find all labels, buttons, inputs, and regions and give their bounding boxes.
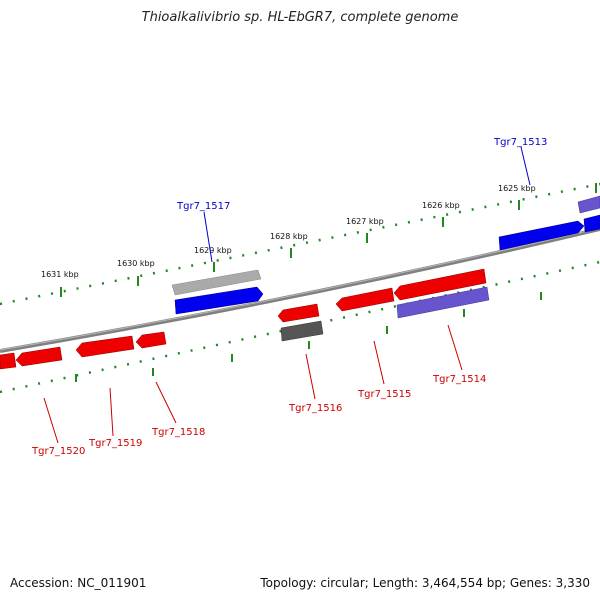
scale-label-1630: 1630 kbp [117,259,155,268]
gene-partial-left-red[interactable] [0,352,17,370]
scale-labels: 1625 kbp 1626 kbp 1627 kbp 1628 kbp 1629… [41,184,536,279]
gene-tgr7-1519[interactable] [75,335,135,358]
gene-tgr7-1520[interactable] [15,346,63,367]
forward-gene-labels: Tgr7_1513 Tgr7_1517 [176,137,547,212]
forward-features [171,195,600,315]
label-tgr7-1520: Tgr7_1520 [31,446,85,457]
inner-major-ticks [75,292,542,382]
genome-backbone [0,227,600,353]
reverse-gene-labels: Tgr7_1514 Tgr7_1515 Tgr7_1516 Tgr7_1518 … [31,374,486,457]
label-tgr7-1513: Tgr7_1513 [493,137,547,148]
topology-text: Topology: circular; Length: 3,464,554 bp… [260,576,590,590]
grey-feature [171,269,262,296]
map-title: Thioalkalivibrio sp. HL-EbGR7, complete … [141,10,459,25]
purple-feature-1514 [396,286,490,319]
gene-tgr7-1516[interactable] [277,303,320,323]
purple-feature-top-right [577,195,600,214]
label-tgr7-1516: Tgr7_1516 [288,403,342,414]
dark-feature [280,320,324,342]
scale-label-1629: 1629 kbp [194,246,232,255]
label-tgr7-1519: Tgr7_1519 [88,438,142,449]
scale-label-1628: 1628 kbp [270,232,308,241]
gene-partial-right-blue[interactable] [583,214,600,233]
label-tgr7-1515: Tgr7_1515 [357,389,411,400]
reverse-leaders [43,324,463,444]
accession-text: Accession: NC_011901 [10,576,147,590]
label-tgr7-1514: Tgr7_1514 [432,374,486,385]
gene-tgr7-1517[interactable] [174,286,264,315]
gene-tgr7-1515[interactable] [335,287,395,312]
genome-backbone-highlight [0,227,600,351]
label-tgr7-1517: Tgr7_1517 [176,201,230,212]
reverse-features [0,268,490,370]
gene-tgr7-1514[interactable] [393,268,487,301]
label-tgr7-1518: Tgr7_1518 [151,427,205,438]
outer-major-ticks [60,183,597,297]
gene-tgr7-1518[interactable] [135,331,167,349]
scale-label-1627: 1627 kbp [346,217,384,226]
gene-tgr7-1513[interactable] [498,220,585,251]
forward-leaders [203,146,531,263]
scale-label-1631: 1631 kbp [41,270,79,279]
scale-label-1625: 1625 kbp [498,184,536,193]
scale-label-1626: 1626 kbp [422,201,460,210]
